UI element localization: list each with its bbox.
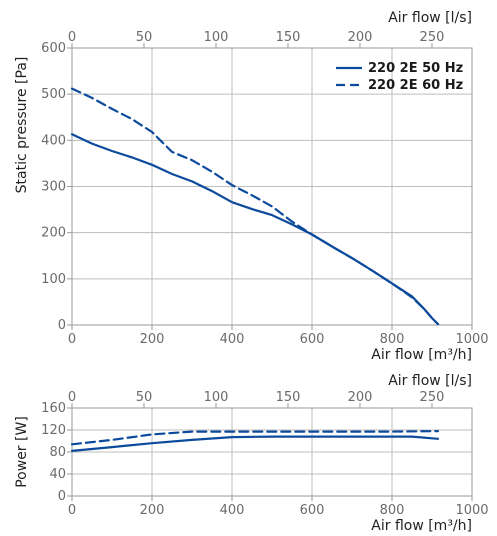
y-tick-label: 400 (41, 133, 66, 148)
x2-tick-label: 50 (136, 390, 153, 405)
pressure-y-axis-label: Static pressure [Pa] (14, 57, 30, 194)
y-tick-label: 200 (41, 226, 66, 241)
y-tick-label: 600 (41, 41, 66, 56)
x2-tick-label: 50 (136, 30, 153, 45)
series-line-50hz (70, 435, 440, 452)
x-tick-label: 400 (220, 503, 245, 518)
x-tick-label: 0 (68, 503, 76, 518)
pressure-chart: 0 100 200 300 400 500 600 0 200 400 600 800 1000 0 5… (14, 10, 489, 363)
x-tick-label: 800 (380, 503, 405, 518)
x-tick-label: 200 (140, 503, 165, 518)
x2-tick-label: 250 (420, 30, 445, 45)
power-y-axis-label: Power [W] (14, 416, 30, 488)
y-tick-label: 0 (58, 318, 66, 333)
y-tick-label: 100 (41, 272, 66, 287)
x-tick-label: 400 (220, 332, 245, 347)
y-tick-label: 0 (58, 489, 66, 504)
pressure-x-axis-label: Air flow [m³/h] (371, 347, 472, 363)
x2-tick-label: 150 (276, 30, 301, 45)
series-line-60hz (70, 87, 440, 326)
y-tick-label: 40 (49, 467, 66, 482)
x2-tick-label: 100 (204, 30, 229, 45)
y-tick-label: 120 (41, 423, 66, 438)
x2-tick-label: 200 (348, 390, 373, 405)
x2-tick-label: 0 (68, 30, 76, 45)
pressure-top-axis-label: Air flow [l/s] (388, 10, 472, 26)
x-tick-label: 1000 (455, 332, 488, 347)
series-line-50hz (70, 133, 440, 326)
legend-label-50hz: 220 2E 50 Hz (368, 61, 463, 76)
x-tick-label: 600 (300, 332, 325, 347)
x-tick-label: 200 (140, 332, 165, 347)
x-tick-label: 0 (68, 332, 76, 347)
x2-tick-label: 250 (420, 390, 445, 405)
series-line-60hz (70, 430, 440, 446)
power-chart: 0 40 80 120 160 0 200 400 600 800 1000 0 50 100 150 2… (14, 373, 489, 534)
y-tick-label: 300 (41, 180, 66, 195)
y-tick-label: 160 (41, 401, 66, 416)
x-tick-label: 1000 (455, 503, 488, 518)
x-tick-label: 800 (380, 332, 405, 347)
power-top-axis-label: Air flow [l/s] (388, 373, 472, 389)
x-tick-label: 600 (300, 503, 325, 518)
x2-tick-label: 0 (68, 390, 76, 405)
y-tick-label: 80 (49, 445, 66, 460)
y-tick-label: 500 (41, 87, 66, 102)
x2-tick-label: 150 (276, 390, 301, 405)
x2-tick-label: 200 (348, 30, 373, 45)
legend: 220 2E 50 Hz 220 2E 60 Hz (336, 61, 463, 93)
legend-label-60hz: 220 2E 60 Hz (368, 78, 463, 93)
x2-tick-label: 100 (204, 390, 229, 405)
power-x-axis-label: Air flow [m³/h] (371, 518, 472, 534)
